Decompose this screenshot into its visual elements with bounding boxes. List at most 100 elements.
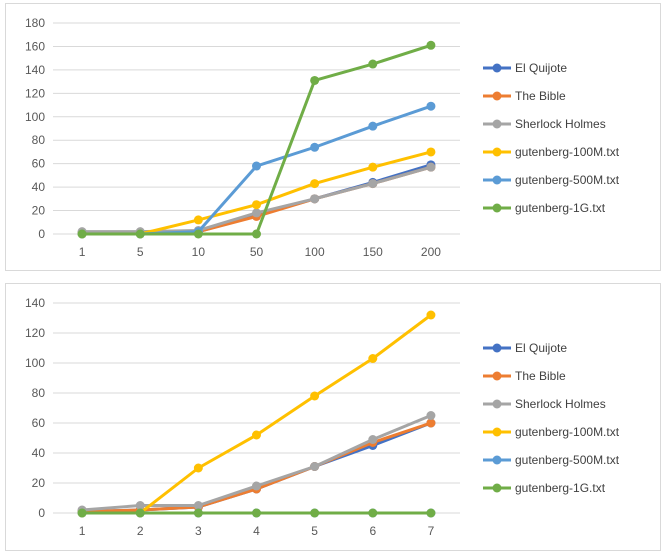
top-point-sherlock-holmes: [426, 162, 436, 172]
bottom-legend-marker-gutenberg-1g-txt: [492, 483, 502, 493]
bottom-point-sherlock-holmes: [135, 501, 145, 510]
top-point-gutenberg-1g-txt: [193, 229, 203, 239]
bottom-legend-label-gutenberg-1g-txt: gutenberg-1G.txt: [515, 481, 606, 495]
top-legend-marker-gutenberg-100m-txt: [492, 147, 502, 157]
top-y-tick-label: 40: [32, 180, 46, 194]
chart-panel-top: 0 20 40 60 80 100 120 140 160 180 1 5 10 50 100 150 200 E…: [5, 3, 661, 271]
bottom-legend-label-gutenberg-500m-txt: gutenberg-500M.txt: [515, 453, 620, 467]
top-y-tick-label: 60: [32, 157, 46, 171]
bottom-y-tick-label: 60: [32, 416, 46, 430]
top-point-gutenberg-100m-txt: [252, 200, 261, 210]
top-y-tick-label: 100: [25, 110, 45, 124]
bottom-legend-label-the-bible: The Bible: [515, 369, 566, 383]
top-legend-label-gutenberg-100m-txt: gutenberg-100M.txt: [515, 145, 620, 159]
bottom-legend-label-sherlock-holmes: Sherlock Holmes: [515, 397, 606, 411]
bottom-point-gutenberg-1g-txt: [135, 508, 145, 518]
bottom-y-tick-label: 100: [25, 356, 45, 370]
top-series-line-the-bible: [80, 165, 433, 235]
bottom-y-tick-label: 120: [25, 326, 45, 340]
top-x-tick-label: 10: [192, 245, 206, 259]
top-legend-label-sherlock-holmes: Sherlock Holmes: [515, 117, 606, 131]
top-legend-marker-gutenberg-500m-txt: [492, 175, 502, 185]
bottom-point-gutenberg-100m-txt: [193, 463, 203, 473]
top-point-gutenberg-1g-txt: [135, 229, 145, 239]
bottom-point-sherlock-holmes: [426, 411, 436, 420]
top-y-tick-label: 120: [25, 86, 45, 100]
bottom-point-gutenberg-100m-txt: [252, 430, 261, 440]
top-legend-label-el-quijote: El Quijote: [515, 61, 567, 75]
bottom-x-tick-label: 4: [253, 524, 260, 538]
bottom-y-tick-label: 20: [32, 476, 46, 490]
bottom-point-gutenberg-100m-txt: [426, 310, 436, 320]
top-x-tick-label: 50: [250, 245, 264, 259]
bottom-point-gutenberg-1g-txt: [77, 508, 87, 518]
top-point-sherlock-holmes: [368, 179, 378, 189]
top-point-gutenberg-100m-txt: [368, 162, 378, 172]
top-x-tick-label: 200: [421, 245, 441, 259]
bottom-point-the-bible: [426, 418, 436, 428]
top-point-gutenberg-500m-txt: [252, 161, 261, 171]
bottom-legend-label-gutenberg-100m-txt: gutenberg-100M.txt: [515, 425, 620, 439]
top-x-tick-label: 150: [363, 245, 383, 259]
bottom-point-gutenberg-1g-txt: [310, 508, 320, 518]
bottom-point-sherlock-holmes: [368, 435, 378, 444]
top-y-tick-label: 140: [25, 63, 45, 77]
bottom-point-gutenberg-1g-txt: [193, 508, 203, 518]
top-point-gutenberg-100m-txt: [193, 215, 203, 225]
top-point-gutenberg-1g-txt: [77, 229, 87, 239]
top-point-gutenberg-500m-txt: [368, 121, 378, 131]
bottom-y-tick-label: 40: [32, 446, 46, 460]
bottom-point-gutenberg-1g-txt: [368, 508, 378, 518]
top-y-tick-label: 180: [25, 16, 45, 30]
top-y-tick-label: 0: [38, 227, 45, 241]
bottom-x-tick-label: 6: [369, 524, 376, 538]
top-point-sherlock-holmes: [252, 208, 261, 218]
chart-panel-bottom: 0 20 40 60 80 100 120 140 1 2 3 4 5 6 7 El Quijote The B…: [5, 283, 661, 551]
top-x-tick-label: 100: [305, 245, 325, 259]
bottom-point-sherlock-holmes: [193, 501, 203, 510]
bottom-y-tick-label: 0: [38, 506, 45, 520]
top-point-gutenberg-1g-txt: [368, 59, 378, 69]
top-series-line-el-quijote: [80, 163, 433, 235]
top-legend-marker-el-quijote: [492, 63, 502, 73]
top-legend-label-the-bible: The Bible: [515, 89, 566, 103]
bottom-y-tick-label: 140: [25, 296, 45, 310]
bottom-point-sherlock-holmes: [252, 481, 261, 491]
bottom-legend-marker-gutenberg-100m-txt: [492, 427, 502, 437]
bottom-legend-marker-sherlock-holmes: [492, 399, 502, 409]
top-x-tick-label: 1: [79, 245, 86, 259]
bottom-legend-marker-el-quijote: [492, 343, 502, 353]
top-y-tick-label: 80: [32, 133, 46, 147]
chart-bottom-svg: 0 20 40 60 80 100 120 140 1 2 3 4 5 6 7 El Quijote The B…: [25, 296, 620, 538]
bottom-point-sherlock-holmes: [310, 462, 320, 471]
top-y-tick-label: 20: [32, 204, 46, 218]
bottom-x-tick-label: 7: [428, 524, 435, 538]
bottom-point-gutenberg-100m-txt: [368, 354, 378, 363]
top-legend-label-gutenberg-1g-txt: gutenberg-1G.txt: [515, 201, 606, 215]
bottom-series-line-sherlock-holmes: [80, 414, 433, 512]
top-point-gutenberg-1g-txt: [426, 40, 436, 50]
bottom-x-tick-label: 2: [137, 524, 144, 538]
top-point-gutenberg-1g-txt: [310, 75, 320, 85]
top-point-gutenberg-500m-txt: [426, 101, 436, 111]
bottom-point-gutenberg-1g-txt: [252, 508, 261, 518]
top-y-tick-label: 160: [25, 39, 45, 53]
top-legend-label-gutenberg-500m-txt: gutenberg-500M.txt: [515, 173, 620, 187]
bottom-x-tick-label: 3: [195, 524, 202, 538]
chart-top-svg: 0 20 40 60 80 100 120 140 160 180 1 5 10 50 100 150 200 E…: [25, 16, 620, 259]
top-point-gutenberg-1g-txt: [252, 229, 261, 239]
bottom-x-tick-label: 5: [311, 524, 318, 538]
top-point-sherlock-holmes: [310, 194, 320, 204]
bottom-legend-marker-the-bible: [492, 371, 502, 381]
top-point-gutenberg-500m-txt: [310, 142, 320, 152]
bottom-y-tick-label: 80: [32, 386, 46, 400]
bottom-point-gutenberg-100m-txt: [310, 391, 320, 401]
top-legend-marker-the-bible: [492, 91, 502, 101]
top-point-gutenberg-100m-txt: [310, 179, 320, 189]
top-x-tick-label: 5: [137, 245, 144, 259]
top-point-gutenberg-100m-txt: [426, 147, 436, 157]
bottom-x-tick-label: 1: [79, 524, 86, 538]
top-series-line-sherlock-holmes: [80, 165, 433, 234]
top-legend-marker-sherlock-holmes: [492, 119, 502, 129]
bottom-point-gutenberg-1g-txt: [426, 508, 436, 518]
